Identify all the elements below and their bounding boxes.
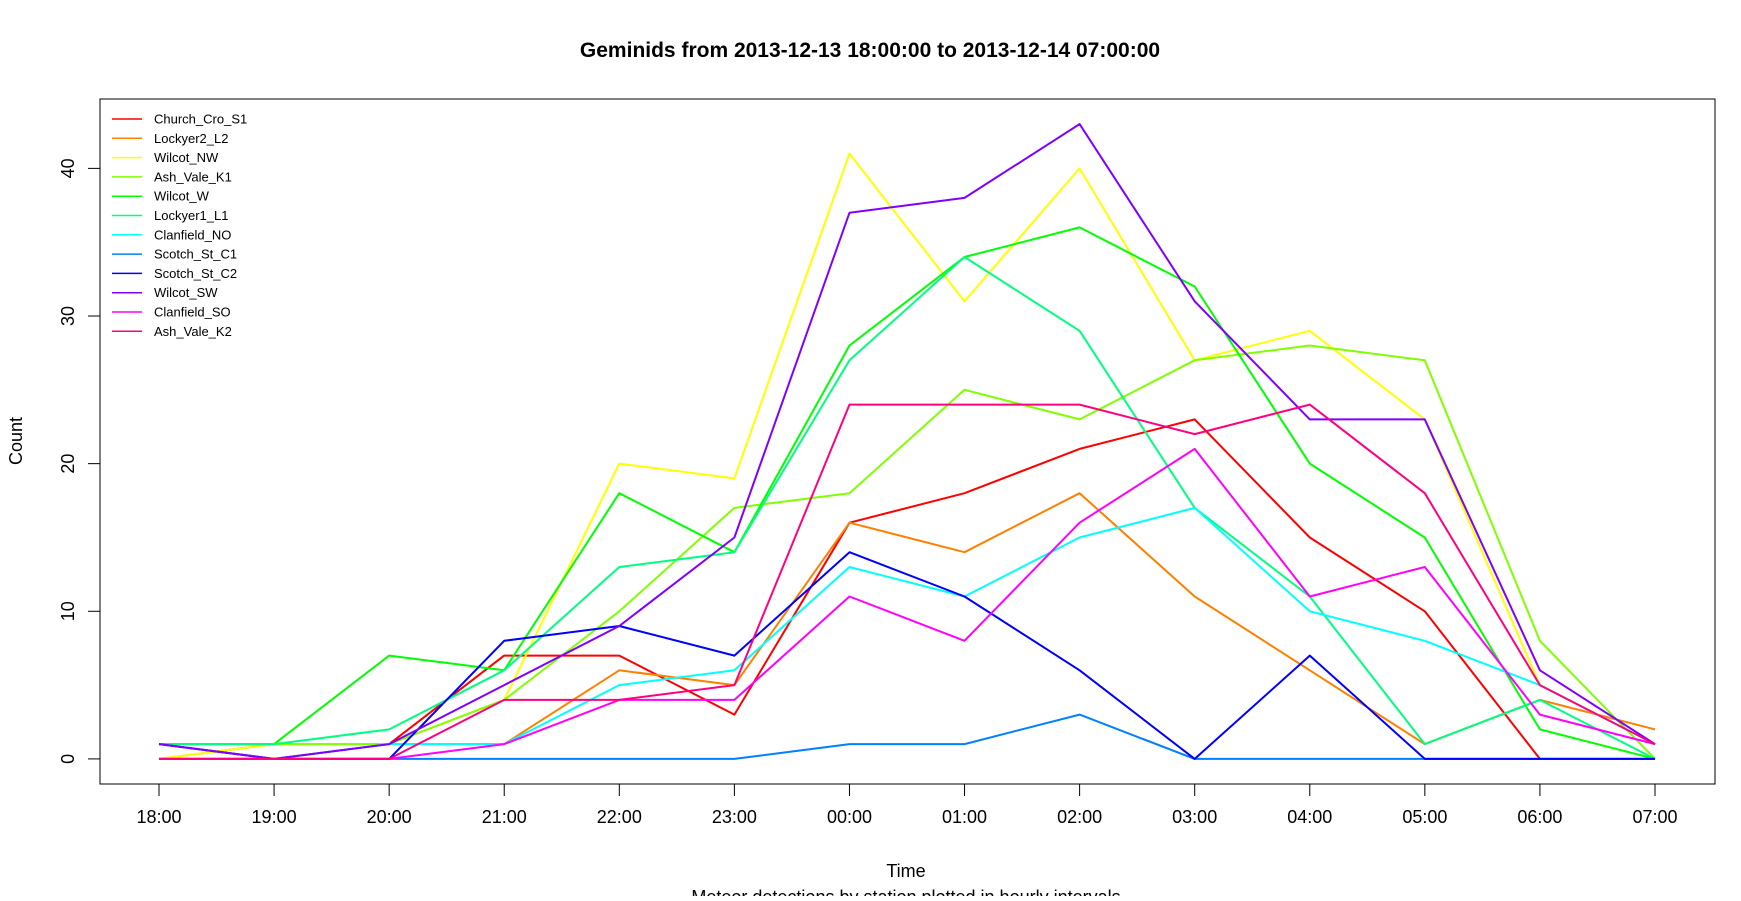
series-line-wilcot-w (159, 226, 1656, 760)
x-axis: 18:00 19:00 20:00 21:00 22:00 23:00 00:00 01:00… (136, 783, 1678, 827)
y-tick-label: 40 (58, 158, 78, 178)
legend-label: Wilcot_NW (154, 150, 219, 165)
x-tick-label: 01:00 (942, 807, 987, 827)
series-line-ash-vale-k2 (159, 403, 1656, 760)
x-tick-label: 07:00 (1632, 807, 1677, 827)
series-line-scotch-st-c1 (159, 713, 1655, 760)
chart-title: Geminids from 2013-12-13 18:00:00 to 201… (580, 39, 1160, 62)
legend-label: Wilcot_SW (154, 285, 218, 300)
series-line-clanfield-no (159, 506, 1656, 760)
series-line-scotch-st-c2 (158, 551, 1655, 760)
y-axis-label: Count (6, 417, 26, 465)
x-tick-label: 03:00 (1172, 807, 1217, 827)
series-line-wilcot-sw (158, 123, 1656, 760)
legend-label: Clanfield_SO (154, 305, 231, 320)
x-tick-label: 04:00 (1287, 807, 1332, 827)
legend-label: Scotch_St_C1 (154, 247, 237, 262)
x-tick-label: 02:00 (1057, 807, 1102, 827)
x-tick-label: 22:00 (597, 807, 642, 827)
series-line-church-cro-s1 (159, 418, 1655, 760)
y-tick-label: 20 (58, 454, 78, 474)
legend-label: Church_Cro_S1 (154, 112, 247, 127)
x-tick-label: 23:00 (712, 807, 757, 827)
series-line-clanfield-so (159, 447, 1656, 760)
x-tick-label: 20:00 (367, 807, 412, 827)
legend-label: Lockyer2_L2 (154, 131, 228, 146)
y-tick-label: 0 (58, 754, 78, 764)
legend-label: Lockyer1_L1 (154, 208, 228, 223)
series-lines (158, 123, 1656, 760)
x-axis-label: Time (886, 861, 925, 881)
x-tick-label: 21:00 (482, 807, 527, 827)
x-tick-label: 05:00 (1402, 807, 1447, 827)
legend-label: Wilcot_W (154, 189, 210, 204)
series-line-wilcot-nw (158, 152, 1656, 760)
y-axis: 0 10 20 30 40 (58, 158, 101, 764)
x-tick-label: 18:00 (136, 807, 181, 827)
legend-label: Clanfield_NO (154, 227, 231, 242)
y-tick-label: 10 (58, 601, 78, 621)
x-tick-label: 06:00 (1517, 807, 1562, 827)
x-tick-label: 00:00 (827, 807, 872, 827)
x-tick-label: 19:00 (252, 807, 297, 827)
legend-label: Scotch_St_C2 (154, 266, 237, 281)
legend-label: Ash_Vale_K1 (154, 169, 232, 184)
y-tick-label: 30 (58, 306, 78, 326)
series-line-lockyer1-l1 (159, 256, 1656, 760)
series-line-ash-vale-k1 (159, 344, 1656, 760)
legend: Church_Cro_S1 Lockyer2_L2 Wilcot_NW Ash_Val… (112, 112, 247, 339)
legend-label: Ash_Vale_K2 (154, 324, 232, 339)
chart-subtitle: Meteor detections by station plotted in … (691, 887, 1120, 896)
series-line-lockyer2-l2 (158, 492, 1656, 760)
